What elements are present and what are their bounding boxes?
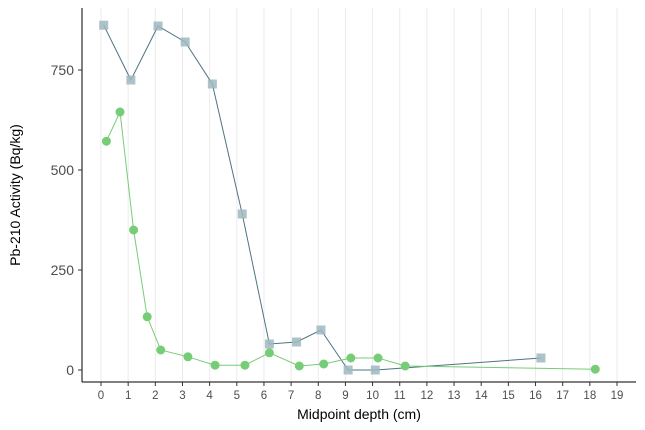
y-tick-label: 750 bbox=[51, 62, 75, 78]
x-tick-label: 6 bbox=[261, 390, 267, 402]
x-tick-label: 17 bbox=[556, 390, 569, 402]
series-line bbox=[103, 24, 541, 371]
data-point-circle bbox=[183, 352, 193, 362]
data-point-square bbox=[264, 339, 274, 349]
x-tick-label: 1 bbox=[125, 390, 131, 402]
data-point-circle bbox=[129, 225, 139, 235]
data-point-square bbox=[343, 365, 353, 375]
data-point-circle bbox=[373, 353, 383, 363]
data-point-circle bbox=[101, 136, 111, 146]
x-tick-label: 11 bbox=[394, 390, 406, 402]
series-2 bbox=[101, 107, 600, 374]
data-point-circle bbox=[115, 107, 125, 117]
x-tick-label: 3 bbox=[179, 390, 185, 402]
grid-lines bbox=[100, 8, 618, 382]
data-point-square bbox=[99, 20, 109, 30]
x-tick-label: 4 bbox=[206, 390, 213, 402]
x-tick-label: 15 bbox=[502, 390, 515, 402]
y-tick-label: 500 bbox=[51, 162, 75, 178]
x-axis-title: Midpoint depth (cm) bbox=[297, 406, 421, 422]
data-point-square bbox=[180, 37, 190, 47]
x-tick-label: 10 bbox=[366, 390, 379, 402]
data-point-square bbox=[237, 209, 247, 219]
data-point-circle bbox=[319, 359, 329, 369]
data-point-circle bbox=[240, 360, 250, 370]
x-tick-label: 18 bbox=[583, 390, 596, 402]
x-tick-label: 8 bbox=[315, 390, 321, 402]
data-point-circle bbox=[294, 361, 304, 371]
series-1 bbox=[99, 20, 546, 375]
x-tick-label: 0 bbox=[98, 390, 104, 402]
x-tick-label: 14 bbox=[475, 390, 488, 402]
series-layer bbox=[99, 20, 600, 375]
data-point-circle bbox=[590, 364, 600, 374]
data-point-circle bbox=[142, 312, 152, 322]
x-tick-label: 7 bbox=[288, 390, 294, 402]
data-point-square bbox=[153, 21, 163, 31]
data-point-circle bbox=[156, 345, 166, 355]
data-point-square bbox=[536, 353, 546, 363]
x-tick-label: 9 bbox=[342, 390, 348, 402]
data-point-circle bbox=[400, 361, 410, 371]
data-point-square bbox=[292, 337, 302, 347]
y-axis-title: Pb-210 Activity (Bq/kg) bbox=[7, 124, 23, 266]
x-tick-label: 19 bbox=[611, 390, 624, 402]
data-point-circle bbox=[346, 353, 356, 363]
data-point-square bbox=[126, 75, 136, 85]
x-tick-label: 16 bbox=[529, 390, 542, 402]
x-tick-label: 2 bbox=[152, 390, 158, 402]
x-tick-label: 5 bbox=[234, 390, 240, 402]
y-tick-label: 0 bbox=[66, 362, 74, 378]
y-tick-label: 250 bbox=[51, 262, 75, 278]
data-point-circle bbox=[264, 348, 274, 358]
data-point-circle bbox=[210, 360, 220, 370]
x-tick-label: 12 bbox=[420, 390, 433, 402]
data-point-square bbox=[370, 365, 380, 375]
x-tick-label: 13 bbox=[448, 390, 461, 402]
data-point-square bbox=[207, 79, 217, 89]
data-point-square bbox=[316, 325, 326, 335]
